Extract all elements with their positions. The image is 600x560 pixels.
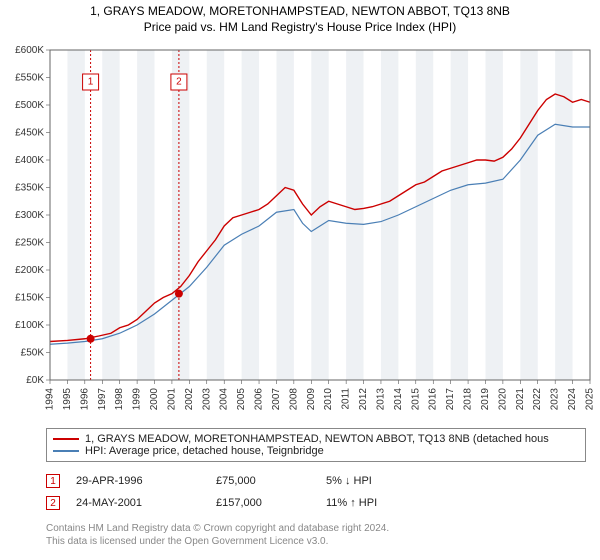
svg-text:2019: 2019 [480,388,491,411]
svg-text:£150K: £150K [15,293,44,304]
svg-text:£600K: £600K [15,46,44,56]
sale-marker-2: 2 [46,496,60,510]
svg-text:£250K: £250K [15,238,44,249]
svg-text:£200K: £200K [15,265,44,276]
svg-text:£0K: £0K [26,375,44,386]
footer-line1: Contains HM Land Registry data © Crown c… [46,522,586,535]
sale-marker-1: 1 [46,474,60,488]
svg-text:£300K: £300K [15,210,44,221]
svg-text:2013: 2013 [375,388,386,411]
svg-text:2018: 2018 [463,388,474,411]
sale-price-2: £157,000 [216,497,326,509]
svg-text:2002: 2002 [184,388,195,411]
sale-price-1: £75,000 [216,475,326,487]
svg-text:2004: 2004 [219,388,230,411]
svg-text:2017: 2017 [445,388,456,411]
chart-area: £0K £50K £100K £150K £200K £250K £300K £350K £40… [0,46,600,426]
svg-text:2: 2 [176,77,182,88]
legend-swatch-1 [53,438,79,440]
svg-text:2020: 2020 [497,388,508,411]
svg-text:2000: 2000 [149,388,160,411]
sale-row-2: 2 24-MAY-2001 £157,000 11% ↑ HPI [46,496,586,510]
svg-text:2012: 2012 [358,388,369,411]
sale-delta-1: 5% ↓ HPI [326,475,372,487]
footer-attribution: Contains HM Land Registry data © Crown c… [46,522,586,548]
svg-text:2022: 2022 [532,388,543,411]
svg-text:2003: 2003 [201,388,212,411]
svg-text:1999: 1999 [132,388,143,411]
legend-item-1: 1, GRAYS MEADOW, MORETONHAMPSTEAD, NEWTO… [53,433,579,445]
chart-titles: 1, GRAYS MEADOW, MORETONHAMPSTEAD, NEWTO… [0,0,600,34]
svg-text:1997: 1997 [97,388,108,411]
sale-date-2: 24-MAY-2001 [76,497,216,509]
svg-text:2024: 2024 [567,388,578,411]
svg-text:2006: 2006 [254,388,265,411]
footer-line2: This data is licensed under the Open Gov… [46,535,586,548]
svg-text:2001: 2001 [166,388,177,411]
svg-text:2015: 2015 [410,388,421,411]
title-line2: Price paid vs. HM Land Registry's House … [0,20,600,34]
sale-row-1: 1 29-APR-1996 £75,000 5% ↓ HPI [46,474,586,488]
legend-swatch-2 [53,450,79,452]
sale-delta-2: 11% ↑ HPI [326,497,377,509]
svg-text:2025: 2025 [585,388,596,411]
svg-text:£100K: £100K [15,320,44,331]
svg-text:1996: 1996 [79,388,90,411]
svg-text:2005: 2005 [236,388,247,411]
svg-text:£550K: £550K [15,73,44,84]
legend-item-2: HPI: Average price, detached house, Teig… [53,445,579,457]
line-chart: £0K £50K £100K £150K £200K £250K £300K £350K £40… [0,46,600,426]
title-line1: 1, GRAYS MEADOW, MORETONHAMPSTEAD, NEWTO… [0,4,600,18]
svg-text:2009: 2009 [306,388,317,411]
svg-text:£450K: £450K [15,128,44,139]
svg-text:1: 1 [88,77,94,88]
svg-text:2023: 2023 [550,388,561,411]
legend-label-2: HPI: Average price, detached house, Teig… [85,445,324,457]
svg-text:2010: 2010 [323,388,334,411]
svg-text:2008: 2008 [288,388,299,411]
legend-label-1: 1, GRAYS MEADOW, MORETONHAMPSTEAD, NEWTO… [85,433,549,445]
svg-text:2011: 2011 [341,388,352,410]
svg-text:2007: 2007 [271,388,282,411]
svg-text:1995: 1995 [62,388,73,411]
legend: 1, GRAYS MEADOW, MORETONHAMPSTEAD, NEWTO… [46,428,586,462]
svg-text:£350K: £350K [15,183,44,194]
svg-text:£500K: £500K [15,100,44,111]
svg-text:2021: 2021 [515,388,526,411]
svg-text:£400K: £400K [15,155,44,166]
svg-text:1998: 1998 [114,388,125,411]
svg-text:2016: 2016 [428,388,439,411]
svg-text:2014: 2014 [393,388,404,411]
sale-date-1: 29-APR-1996 [76,475,216,487]
svg-text:£50K: £50K [21,348,45,359]
svg-text:1994: 1994 [45,388,56,411]
